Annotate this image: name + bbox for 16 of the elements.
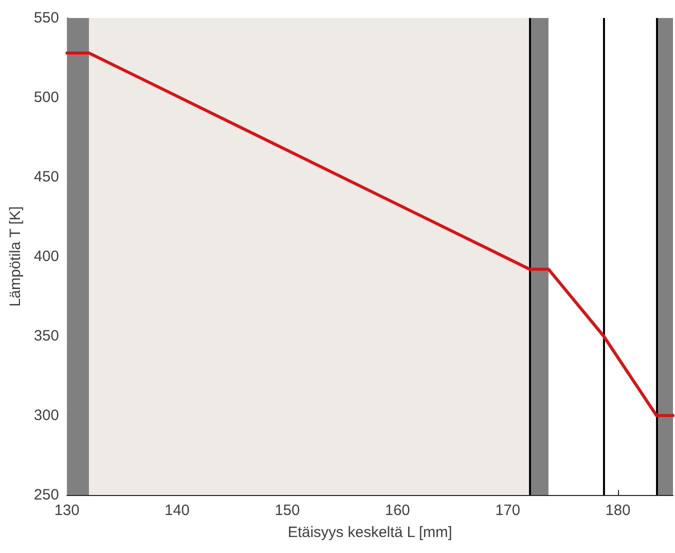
y-tick-label: 400 <box>34 248 59 265</box>
y-tick-label: 350 <box>34 328 59 344</box>
x-tick-label: 130 <box>54 502 80 519</box>
x-tick-label: 160 <box>384 502 410 519</box>
y-axis-title: Lämpötila T [K] <box>7 206 24 307</box>
x-tick-label: 140 <box>164 502 190 519</box>
x-tick-label: 180 <box>605 502 630 519</box>
line-series <box>65 51 674 417</box>
y-tick-label: 300 <box>34 407 59 424</box>
y-tick-label: 250 <box>34 486 59 504</box>
x-tick-label: 150 <box>274 502 300 519</box>
y-tick-label: 550 <box>34 10 59 26</box>
x-axis-title: Etäisyys keskeltä L [mm] <box>288 524 452 541</box>
y-tick-label: 500 <box>34 89 59 106</box>
x-tick-label: 170 <box>495 502 520 519</box>
y-tick-label: 450 <box>34 168 59 186</box>
